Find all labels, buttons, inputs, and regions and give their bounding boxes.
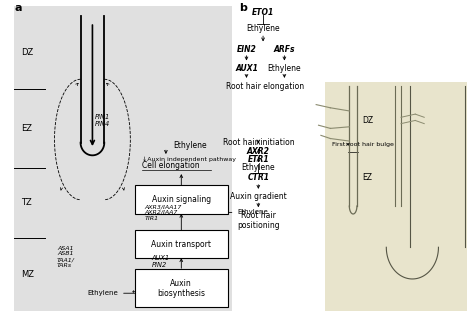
Text: AXR2: AXR2 [247, 147, 270, 156]
Text: ↓Auxin independent pathway: ↓Auxin independent pathway [142, 157, 236, 162]
Text: Ethylene: Ethylene [246, 24, 280, 33]
Text: Ethylene: Ethylene [237, 210, 268, 215]
FancyBboxPatch shape [135, 230, 228, 258]
Text: EZ: EZ [21, 124, 32, 133]
Text: Auxin gradient: Auxin gradient [230, 192, 287, 201]
Text: AUX1: AUX1 [235, 64, 258, 73]
Text: EZ: EZ [363, 173, 373, 182]
Text: ETO1: ETO1 [252, 8, 274, 17]
Text: a: a [14, 3, 22, 13]
Text: Auxin signaling: Auxin signaling [152, 195, 211, 204]
Text: Root hair elongation: Root hair elongation [227, 82, 304, 91]
Text: AXR3/IAA17
AXR2/IAA7
TIR1: AXR3/IAA17 AXR2/IAA7 TIR1 [145, 204, 182, 221]
Text: EIN2: EIN2 [237, 45, 256, 54]
Text: Cell elongation: Cell elongation [142, 161, 200, 170]
Text: DZ: DZ [21, 48, 34, 57]
Text: Ethylene: Ethylene [88, 290, 118, 296]
Text: ASA1
ASB1
TAA1/
TARs: ASA1 ASB1 TAA1/ TARs [57, 246, 75, 268]
Text: Ethylene: Ethylene [173, 141, 207, 150]
Text: Root hair
positioning: Root hair positioning [237, 211, 280, 230]
Text: MZ: MZ [21, 270, 34, 279]
Text: Ethylene: Ethylene [242, 163, 275, 172]
Text: Auxin
biosynthesis: Auxin biosynthesis [157, 279, 205, 298]
Text: TZ: TZ [21, 198, 32, 207]
Bar [14, 6, 232, 311]
Bar [325, 82, 467, 311]
Text: ARFs: ARFs [273, 45, 295, 54]
Text: Root hair initiation: Root hair initiation [222, 138, 294, 147]
Text: First root hair bulge: First root hair bulge [332, 142, 394, 147]
Text: ETR1: ETR1 [247, 155, 269, 164]
Text: CTR1: CTR1 [247, 173, 269, 182]
FancyBboxPatch shape [135, 269, 228, 307]
Text: b: b [239, 3, 247, 13]
Text: Ethylene: Ethylene [268, 64, 301, 73]
Text: ←: ← [132, 290, 137, 296]
Text: PIN1
PIN4: PIN1 PIN4 [95, 114, 110, 127]
FancyBboxPatch shape [135, 185, 228, 214]
Text: DZ: DZ [363, 116, 374, 125]
Text: Auxin transport: Auxin transport [151, 240, 211, 249]
Text: AUX1
PIN2: AUX1 PIN2 [152, 255, 170, 268]
